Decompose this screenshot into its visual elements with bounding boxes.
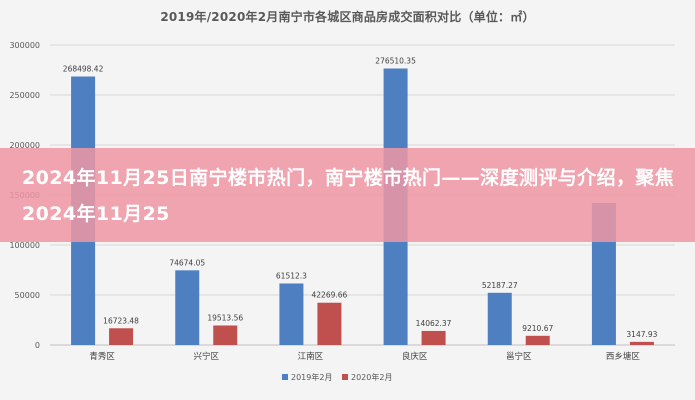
data-label: 14062.37: [416, 319, 452, 328]
y-tick-label: 200000: [9, 141, 40, 150]
bar: [213, 325, 238, 345]
bar: [109, 328, 134, 345]
data-label: 16723.48: [103, 316, 139, 325]
legend-swatch: [282, 374, 288, 380]
x-tick-label: 邕宁区: [506, 351, 532, 362]
legend-label: 2019年2月: [291, 372, 332, 382]
headline-text: 2024年11月25日南宁楼市热门，南宁楼市热门——深度测评与介绍，聚焦2024…: [22, 167, 675, 225]
y-tick-label: 100000: [9, 241, 40, 250]
y-tick-label: 0: [35, 341, 40, 350]
bar: [629, 341, 654, 345]
bar: [279, 283, 304, 345]
x-tick-label: 西乡塘区: [606, 351, 641, 362]
data-label: 3147.93: [626, 330, 657, 339]
data-label: 276510.35: [375, 56, 416, 65]
bar: [487, 292, 512, 345]
chart-title: 2019年/2020年2月南宁市各城区商品房成交面积对比（单位：㎡）: [160, 10, 535, 24]
data-label: 52187.27: [482, 281, 518, 290]
bar: [175, 270, 200, 345]
x-tick-label: 良庆区: [402, 351, 428, 362]
data-label: 74674.05: [169, 258, 205, 267]
data-label: 268498.42: [63, 65, 104, 74]
x-tick-label: 兴宁区: [193, 351, 219, 362]
bar: [421, 330, 446, 345]
legend-swatch: [342, 374, 348, 380]
y-tick-label: 50000: [15, 291, 40, 300]
data-label: 61512.3: [276, 271, 307, 280]
data-label: 42269.66: [312, 291, 348, 300]
data-label: 9210.67: [522, 324, 553, 333]
headline-banner: 2024年11月25日南宁楼市热门，南宁楼市热门——深度测评与介绍，聚焦2024…: [0, 148, 695, 242]
bar: [317, 302, 342, 345]
x-tick-label: 江南区: [298, 351, 324, 362]
legend-label: 2020年2月: [351, 372, 392, 382]
y-tick-label: 300000: [9, 41, 40, 50]
y-tick-label: 250000: [9, 91, 40, 100]
x-tick-label: 青秀区: [89, 351, 115, 362]
bar: [525, 335, 550, 345]
data-label: 19513.56: [207, 313, 243, 322]
